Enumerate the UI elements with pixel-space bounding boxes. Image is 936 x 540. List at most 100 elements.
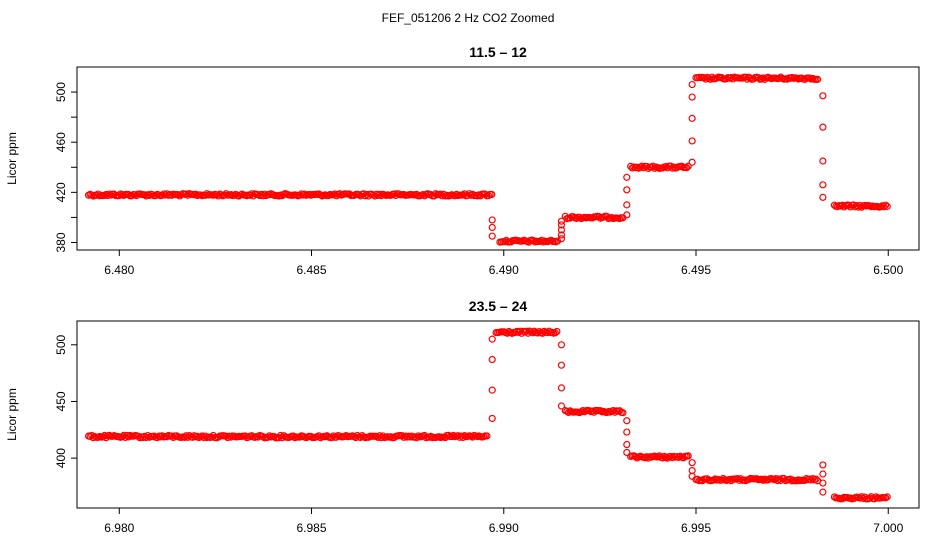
data-point bbox=[524, 329, 532, 337]
data-point bbox=[813, 75, 822, 83]
data-point bbox=[538, 329, 547, 337]
data-point bbox=[557, 384, 566, 392]
figure-title: FEF_051206 2 Hz CO2 Zoomed bbox=[382, 11, 555, 25]
data-point bbox=[819, 157, 827, 165]
data-point bbox=[184, 433, 192, 441]
data-point bbox=[812, 475, 820, 483]
data-point bbox=[623, 428, 631, 436]
data-series bbox=[84, 327, 891, 503]
data-point bbox=[557, 226, 566, 234]
data-point bbox=[265, 432, 273, 440]
data-point bbox=[484, 191, 493, 200]
data-point bbox=[328, 434, 336, 442]
data-point bbox=[488, 355, 496, 364]
data-point bbox=[880, 203, 888, 211]
data-point bbox=[459, 433, 467, 442]
x-tick-label: 7.000 bbox=[873, 521, 903, 535]
y-tick-label: 500 bbox=[54, 334, 68, 354]
x-tick-label: 6.990 bbox=[489, 521, 519, 535]
data-point bbox=[819, 193, 827, 201]
data-point bbox=[684, 452, 692, 460]
data-point bbox=[124, 433, 133, 441]
data-series bbox=[84, 73, 891, 246]
data-point bbox=[128, 192, 136, 200]
data-point bbox=[577, 408, 585, 416]
plot-frame bbox=[76, 66, 920, 251]
data-point bbox=[688, 93, 696, 101]
data-point bbox=[688, 158, 696, 166]
data-point bbox=[588, 214, 597, 222]
plot-frame bbox=[76, 320, 920, 509]
data-point bbox=[688, 137, 696, 145]
data-point bbox=[819, 461, 827, 469]
data-point bbox=[488, 386, 496, 394]
x-tick-label: 6.995 bbox=[681, 521, 711, 535]
data-point bbox=[192, 190, 200, 198]
x-tick-label: 6.480 bbox=[104, 263, 134, 277]
y-tick-label: 450 bbox=[54, 391, 68, 411]
data-point bbox=[845, 201, 853, 209]
x-tick-label: 6.985 bbox=[297, 521, 327, 535]
data-point bbox=[94, 190, 102, 198]
y-tick-label: 420 bbox=[54, 182, 68, 202]
data-point bbox=[537, 236, 546, 244]
data-point bbox=[623, 173, 631, 181]
data-point bbox=[619, 409, 627, 417]
data-point bbox=[754, 74, 763, 82]
data-point bbox=[819, 92, 827, 100]
data-point bbox=[529, 329, 537, 337]
data-point bbox=[557, 341, 566, 349]
data-point bbox=[649, 162, 657, 170]
data-point bbox=[89, 434, 97, 442]
panels: 11.5 – 12 Licor ppm 6.480 6.485 6.490 6.495 6.… bbox=[5, 44, 920, 535]
data-point bbox=[786, 475, 795, 483]
data-point bbox=[557, 402, 566, 410]
data-point bbox=[819, 479, 827, 487]
data-point bbox=[596, 407, 605, 415]
data-point bbox=[684, 162, 692, 170]
data-point bbox=[99, 433, 107, 441]
panel-title: 23.5 – 24 bbox=[469, 298, 528, 314]
data-point bbox=[224, 433, 232, 442]
data-point bbox=[819, 123, 827, 131]
data-point bbox=[557, 361, 566, 369]
data-point bbox=[854, 203, 863, 211]
data-point bbox=[553, 327, 561, 336]
data-point bbox=[733, 474, 742, 483]
data-point bbox=[683, 164, 691, 172]
data-point bbox=[444, 431, 453, 439]
data-point bbox=[688, 459, 696, 467]
data-point bbox=[534, 329, 542, 337]
data-point bbox=[488, 414, 496, 423]
data-point bbox=[659, 454, 667, 462]
data-point bbox=[488, 190, 496, 199]
data-point bbox=[324, 191, 333, 200]
data-point bbox=[522, 327, 531, 335]
data-point bbox=[352, 434, 360, 442]
data-point bbox=[623, 186, 631, 194]
data-point bbox=[638, 162, 646, 170]
y-tick-label: 500 bbox=[54, 82, 68, 102]
data-point bbox=[623, 448, 631, 457]
data-point bbox=[557, 217, 566, 225]
data-point bbox=[488, 232, 496, 240]
data-point bbox=[775, 475, 783, 483]
data-point bbox=[700, 74, 708, 82]
data-point bbox=[623, 417, 631, 425]
data-point bbox=[182, 432, 190, 440]
data-point bbox=[557, 221, 566, 229]
data-point bbox=[883, 493, 891, 501]
data-point bbox=[488, 335, 496, 343]
data-point bbox=[819, 470, 827, 478]
data-point bbox=[203, 190, 211, 198]
data-point bbox=[412, 434, 421, 442]
data-point bbox=[688, 472, 696, 480]
data-point bbox=[623, 201, 631, 209]
data-point bbox=[142, 192, 150, 200]
y-tick-label: 380 bbox=[54, 232, 68, 252]
data-point bbox=[757, 75, 766, 83]
data-point bbox=[882, 201, 890, 209]
data-point bbox=[379, 432, 387, 440]
data-point bbox=[488, 216, 496, 224]
data-point bbox=[449, 431, 457, 440]
